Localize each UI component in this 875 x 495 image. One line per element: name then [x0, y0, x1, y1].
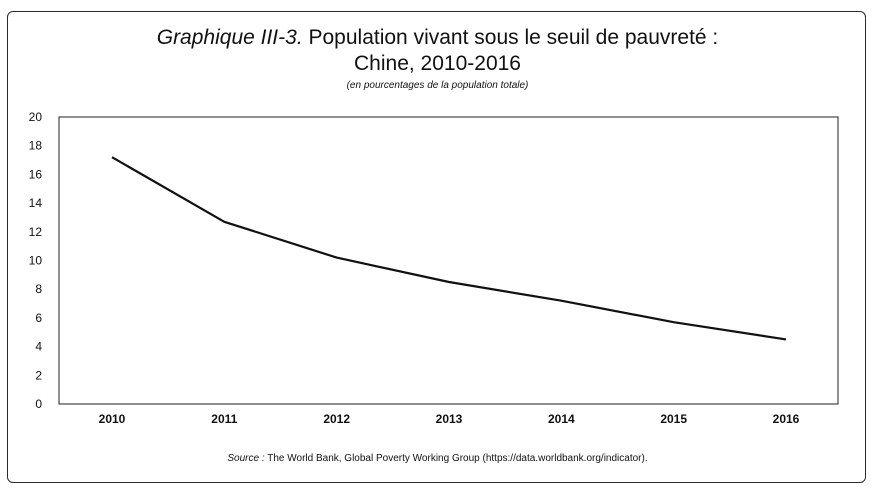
- source-note: Source : The World Bank, Global Poverty …: [0, 453, 875, 464]
- y-tick-label: 18: [29, 139, 43, 153]
- y-tick-label: 16: [29, 167, 43, 181]
- y-tick-label: 2: [35, 368, 42, 382]
- x-tick-label: 2012: [323, 412, 350, 426]
- chart-title-prefix: Graphique III-3.: [156, 26, 303, 49]
- x-tick-label: 2016: [773, 412, 800, 426]
- x-tick-label: 2015: [660, 412, 687, 426]
- source-label: Source :: [227, 453, 265, 464]
- plot-area-border: [58, 116, 839, 405]
- series-line: [111, 156, 787, 341]
- series-group: [111, 156, 787, 341]
- x-tick-label: 2011: [211, 412, 237, 426]
- x-tick-label: 2010: [99, 412, 126, 426]
- y-tick-label: 6: [35, 311, 42, 325]
- y-tick-label: 0: [35, 397, 42, 411]
- x-axis-ticks: 2010 2011 2012 2013 2014 2015 2016: [99, 412, 800, 426]
- y-axis-ticks: 0 2 4 6 8 10 12 14 16 18 20: [29, 110, 43, 411]
- y-tick-label: 4: [35, 340, 42, 354]
- chart-title-main: Population vivant sous le seuil de pauvr…: [302, 26, 719, 49]
- y-tick-label: 10: [29, 254, 43, 268]
- y-tick-label: 8: [35, 282, 42, 296]
- y-tick-label: 12: [29, 225, 43, 239]
- x-tick-label: 2013: [436, 412, 463, 426]
- chart-title-line2: Chine, 2010-2016: [354, 52, 521, 75]
- chart-title: Graphique III-3. Population vivant sous …: [0, 26, 875, 50]
- y-tick-label: 20: [29, 110, 43, 124]
- chart-subtitle: (en pourcentages de la population totale…: [346, 80, 529, 91]
- x-tick-label: 2014: [548, 412, 575, 426]
- y-tick-label: 14: [29, 196, 43, 210]
- source-text: The World Bank, Global Poverty Working G…: [264, 453, 648, 464]
